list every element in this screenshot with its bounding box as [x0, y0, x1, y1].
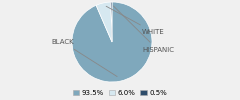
- Wedge shape: [111, 2, 112, 42]
- Wedge shape: [96, 2, 112, 42]
- Text: BLACK: BLACK: [51, 39, 117, 76]
- Text: WHITE: WHITE: [106, 6, 165, 35]
- Text: HISPANIC: HISPANIC: [113, 6, 174, 53]
- Wedge shape: [72, 2, 152, 82]
- Legend: 93.5%, 6.0%, 0.5%: 93.5%, 6.0%, 0.5%: [72, 89, 168, 96]
